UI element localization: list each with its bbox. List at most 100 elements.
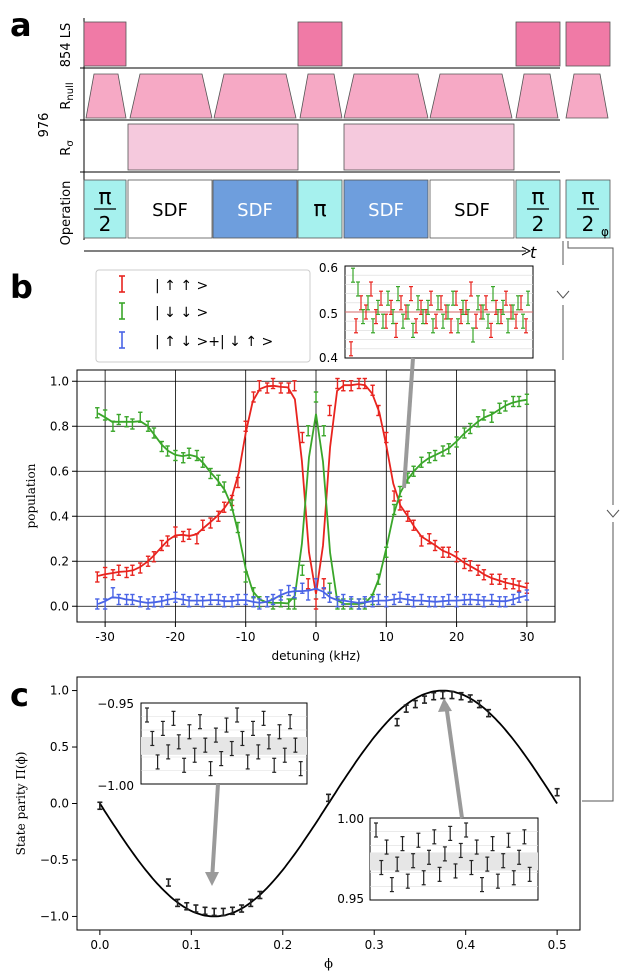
x-tick-label: 0 <box>312 630 320 644</box>
connector-line <box>567 241 614 505</box>
operation-numerator: π <box>98 185 111 210</box>
x-tick-label: -10 <box>236 630 256 644</box>
panel-c-inset-right: 1.00 0.95 <box>337 812 539 906</box>
x-tick-label: 10 <box>379 630 394 644</box>
operation-subscript: φ <box>601 225 609 239</box>
connector-chevron <box>556 290 570 299</box>
x-tick-label: 0.3 <box>365 938 384 952</box>
operation-box <box>297 179 343 239</box>
rnull-pulse <box>429 73 513 119</box>
x-tick-label: 20 <box>449 630 464 644</box>
inset-tick-label: 0.95 <box>337 892 364 906</box>
rnull-pulse <box>343 73 429 119</box>
x-tick-label: 30 <box>519 630 534 644</box>
rsigma-pulse <box>343 123 515 171</box>
y-tick-label: 0.0 <box>50 797 69 811</box>
inset-pointer-arrowhead <box>205 872 219 886</box>
inset-tick-label: −0.95 <box>97 697 134 711</box>
plot-frame <box>76 369 556 623</box>
rnull-pulse <box>129 73 213 119</box>
rnull-pulses <box>85 73 609 119</box>
operation-label: π <box>313 197 326 222</box>
row-label-854ls: 854 LS <box>59 23 74 67</box>
connector-line <box>582 522 614 802</box>
y-tick-label: 1.0 <box>50 374 69 388</box>
inset-band <box>370 852 538 871</box>
y-axis-label: State parity Π(ϕ) <box>14 752 28 856</box>
operation-box <box>343 179 429 239</box>
y-tick-label: 0.5 <box>50 740 69 754</box>
ls-pulses <box>83 21 611 67</box>
ls-pulse <box>297 21 343 67</box>
operation-numerator: π <box>581 185 594 210</box>
fit-curve <box>97 383 528 595</box>
x-axis-label: ϕ <box>324 957 333 972</box>
panel-a-label: a <box>10 6 32 44</box>
operation-label: SDF <box>152 200 188 221</box>
rnull-pulse <box>213 73 297 119</box>
rnull-pulse <box>85 73 127 119</box>
inset-tick-label: 0.4 <box>319 351 338 365</box>
time-axis-arrowhead <box>521 246 532 256</box>
operation-numerator: π <box>531 185 544 210</box>
inset-tick-label: 1.00 <box>337 812 364 826</box>
legend-marker-up-up <box>119 275 125 293</box>
ls-pulse <box>83 21 127 67</box>
fit-curve <box>97 587 528 605</box>
x-tick-label: 0.4 <box>456 938 475 952</box>
rnull-pulse <box>565 73 609 119</box>
connector-lines <box>556 241 620 802</box>
x-tick-label: 0.0 <box>90 938 109 952</box>
fit-curve <box>99 689 558 918</box>
inset-tick-label: 0.5 <box>319 307 338 321</box>
x-tick-label: 0.5 <box>548 938 567 952</box>
inset-pointer-arrow <box>210 783 220 881</box>
connector-chevron <box>606 509 620 518</box>
operation-label: SDF <box>454 200 490 221</box>
y-tick-label: 1.0 <box>50 684 69 698</box>
x-axis-label: detuning (kHz) <box>272 649 361 663</box>
y-axis-label: population <box>24 463 38 528</box>
inset-tick-label: −1.00 <box>97 779 134 793</box>
row-label-976: 976 <box>37 113 52 138</box>
operation-label: SDF <box>368 200 404 221</box>
row-label-rnull: Rnull <box>59 82 76 109</box>
panel-c-label: c <box>10 676 29 714</box>
operation-box <box>429 179 515 239</box>
rnull-pulse <box>299 73 343 119</box>
legend-label-mixed: | ↑ ↓ >+| ↓ ↑ > <box>155 334 273 350</box>
rnull-pulse <box>515 73 559 119</box>
y-tick-label: 0.8 <box>50 419 69 433</box>
time-axis-label: t <box>530 243 537 262</box>
legend-marker-mixed <box>119 331 125 349</box>
panel-b-inset: 0.6 0.5 0.4 <box>319 261 534 365</box>
panel-c-inset-left: −0.95 −1.00 <box>97 697 308 793</box>
operation-denominator: 2 <box>532 212 545 236</box>
legend-marker-down-down <box>119 302 125 320</box>
y-tick-label: 0.4 <box>50 509 69 523</box>
y-tick-label: 0.6 <box>50 464 69 478</box>
operation-box <box>127 179 213 239</box>
y-tick-label: 0.0 <box>50 599 69 613</box>
ls-pulse <box>565 21 611 67</box>
y-tick-label: −0.5 <box>40 853 69 867</box>
legend-label-up-up: | ↑ ↑ > <box>155 278 208 294</box>
rsigma-pulse <box>127 123 299 171</box>
operation-denominator: 2 <box>582 212 595 236</box>
y-tick-label: −1.0 <box>40 909 69 923</box>
inset-band <box>141 737 307 755</box>
ls-pulse <box>515 21 561 67</box>
inset-tick-label: 0.6 <box>319 261 338 275</box>
inset-pointer-arrow <box>444 703 464 819</box>
x-tick-label: -30 <box>95 630 115 644</box>
x-tick-label: -20 <box>166 630 186 644</box>
panel-c-chart: 0.0 0.1 0.2 0.3 0.4 0.5 −1.0 −0.5 0.0 0.5 1.0 ϕ Stat… <box>14 676 581 972</box>
operation-label: SDF <box>237 200 273 221</box>
panel-b-chart: -30 -20 -10 0 10 20 30 0.0 0.2 0.4 0.6 0.8 1.0 detuni… <box>24 369 556 663</box>
fit-curve <box>97 398 528 605</box>
inset-pointer-arrow <box>402 357 415 489</box>
panel-b-label: b <box>10 268 33 306</box>
y-tick-label: 0.2 <box>50 554 69 568</box>
